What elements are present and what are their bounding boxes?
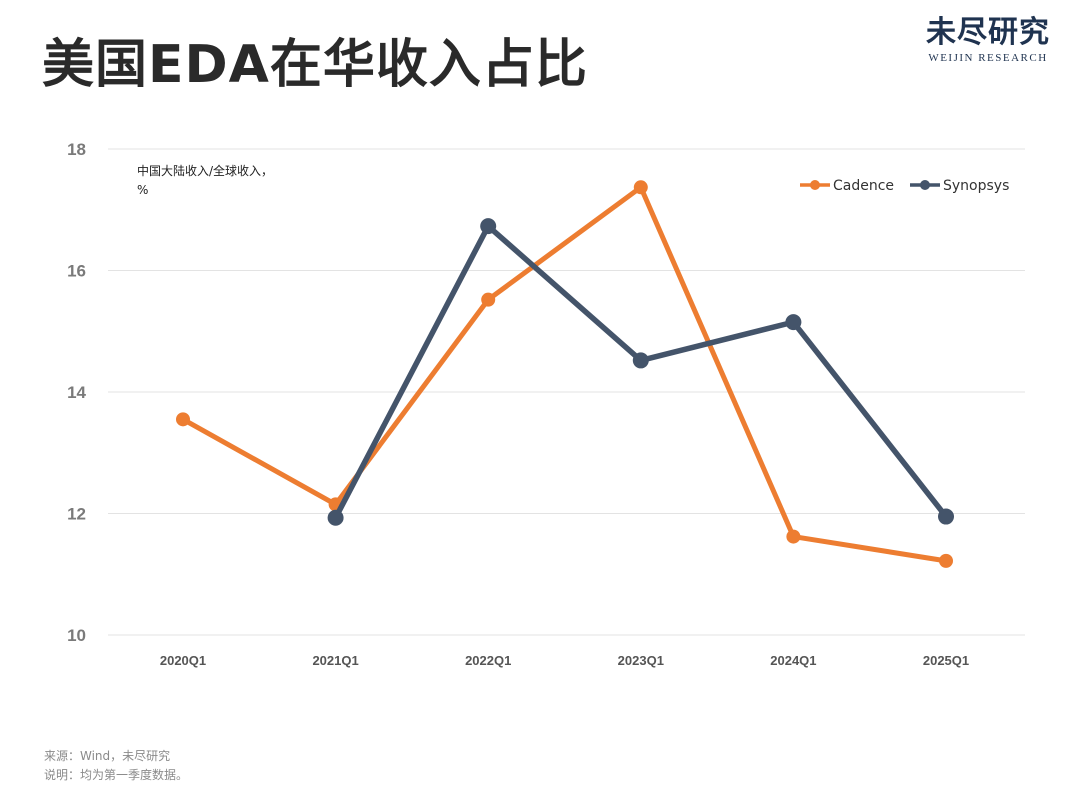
x-tick-label: 2021Q1 (312, 653, 358, 668)
y-tick-label: 12 (67, 505, 86, 524)
source-note: 来源：Wind，未尽研究 (44, 749, 171, 763)
unit-label-line1: 中国大陆收入/全球收入， (137, 163, 273, 178)
legend-label: Synopsys (943, 178, 1009, 194)
data-point (481, 292, 496, 307)
brand-name-cn: 未尽研究 (926, 15, 1050, 50)
data-point (786, 529, 801, 544)
unit-label-line2: % (137, 183, 148, 197)
data-point (938, 508, 954, 525)
y-tick-label: 18 (67, 140, 86, 159)
legend-label: Cadence (833, 178, 894, 194)
legend-marker (920, 180, 930, 190)
series-synopsys (327, 218, 954, 526)
x-tick-label: 2024Q1 (770, 653, 816, 668)
x-tick-label: 2025Q1 (923, 653, 969, 668)
data-point (785, 314, 802, 331)
x-tick-label: 2020Q1 (160, 653, 206, 668)
chart-legend: Cadence Synopsys (800, 178, 1009, 194)
chart-series (176, 180, 954, 568)
y-axis: 10 12 14 16 18 (67, 140, 86, 645)
data-point (480, 218, 497, 235)
explanation-note: 说明：均为第一季度数据。 (44, 768, 189, 782)
x-tick-label: 2022Q1 (465, 653, 511, 668)
brand-name-en: WEIJIN RESEARCH (928, 52, 1048, 64)
data-point (176, 412, 190, 427)
data-point (633, 180, 648, 195)
y-tick-label: 14 (67, 383, 86, 402)
chart-grid (108, 148, 1025, 636)
legend-marker (810, 180, 820, 190)
data-point (632, 352, 649, 369)
data-point (939, 553, 953, 568)
legend-item-cadence: Cadence (800, 178, 894, 194)
page-title: 美国EDA在华收入占比 (42, 35, 588, 95)
data-point (327, 509, 344, 526)
legend-item-synopsys: Synopsys (910, 178, 1009, 194)
series-line (332, 223, 949, 521)
series-line (180, 184, 949, 564)
y-tick-label: 10 (67, 626, 86, 645)
x-axis: 2020Q1 2021Q1 2022Q1 2023Q1 2024Q1 2025Q1 (160, 653, 969, 668)
series-cadence (176, 180, 953, 568)
brand-logo: 未尽研究 WEIJIN RESEARCH (926, 14, 1050, 64)
y-tick-label: 16 (67, 262, 86, 281)
x-tick-label: 2023Q1 (618, 653, 664, 668)
